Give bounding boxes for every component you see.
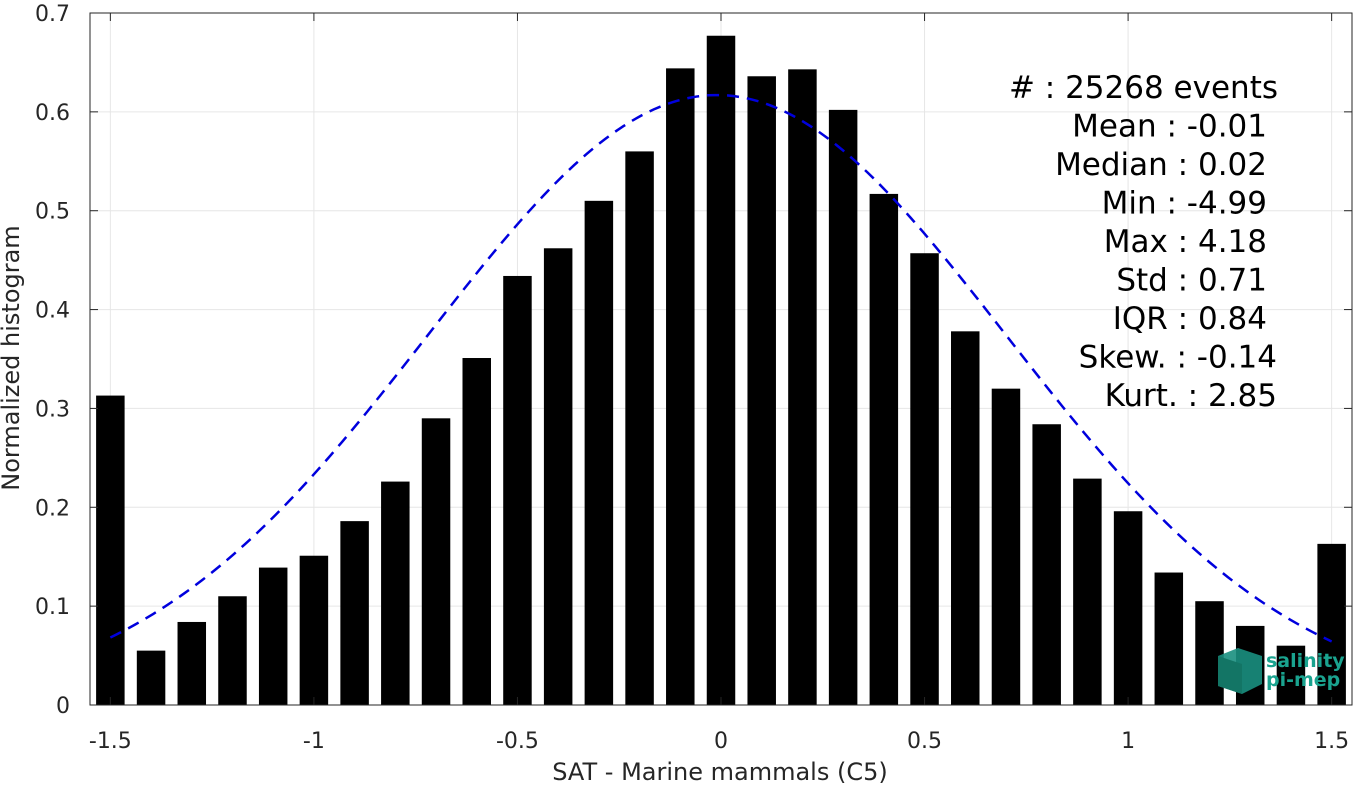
histogram-bar: [1113, 511, 1143, 705]
histogram-bar: [543, 248, 573, 705]
histogram-bar: [1276, 645, 1306, 705]
stat-line: Mean : -0.01: [1072, 109, 1267, 145]
histogram-bar: [96, 395, 125, 705]
y-tick-label: 0.4: [35, 299, 70, 324]
histogram-bar: [381, 481, 410, 705]
histogram-bar: [951, 331, 980, 705]
x-tick-label: -1: [303, 729, 325, 754]
stat-line: Kurt. : 2.85: [1105, 378, 1277, 414]
x-tick-label: -1.5: [89, 729, 132, 754]
histogram-bar: [828, 109, 858, 705]
histogram-bar: [910, 253, 939, 706]
histogram-bar: [136, 650, 166, 705]
x-tick-label: 0.5: [907, 729, 942, 754]
stat-line: Std : 0.71: [1116, 263, 1267, 299]
histogram-bar: [991, 388, 1021, 705]
histogram-bar: [1317, 543, 1346, 705]
x-tick-label: 1.5: [1314, 729, 1349, 754]
y-tick-label: 0.5: [35, 200, 70, 225]
histogram-bar: [869, 193, 899, 705]
histogram-bar: [625, 151, 654, 705]
axis-ticks: [90, 12, 1352, 706]
histogram-bar: [1032, 424, 1061, 705]
y-tick-label: 0.1: [35, 595, 70, 620]
salinity-pi-mep-logo: salinity pi-mep: [1218, 648, 1345, 694]
histogram-bar: [503, 275, 532, 705]
y-tick-labels: 0 0.1 0.2 0.3 0.4 0.5 0.6 0.7: [35, 2, 70, 719]
stat-line: IQR : 0.84: [1113, 301, 1267, 337]
logo-line1: salinity: [1266, 650, 1345, 672]
histogram-bar: [1195, 601, 1224, 705]
histogram-bar: [584, 200, 614, 706]
x-tick-labels: -1.5 -1 -0.5 0 0.5 1 1.5: [89, 729, 1349, 754]
histogram-bar: [462, 358, 491, 705]
x-tick-label: 0: [714, 729, 728, 754]
histogram-bar: [299, 555, 329, 705]
histogram-bar: [666, 68, 695, 706]
y-axis-label: Normalized histogram: [0, 225, 25, 490]
x-tick-label: 1: [1121, 729, 1135, 754]
stat-line: Min : -4.99: [1102, 186, 1267, 222]
histogram-bar: [340, 521, 369, 705]
histogram-bar: [177, 621, 207, 705]
histogram-bar: [258, 567, 288, 705]
logo-line2: pi-mep: [1266, 669, 1340, 691]
histogram-bar: [218, 596, 247, 705]
logo-cube-face-icon: [1218, 656, 1242, 694]
y-tick-label: 0.3: [35, 397, 70, 422]
histogram-bar: [421, 418, 451, 705]
stat-line: Skew. : -0.14: [1079, 340, 1277, 376]
histogram-bar: [788, 69, 817, 705]
y-tick-label: 0.6: [35, 101, 70, 126]
histogram-bar: [1073, 478, 1102, 705]
stat-line: Max : 4.18: [1104, 224, 1267, 260]
normal-fit-curve: [109, 93, 1333, 643]
x-axis-label: SAT - Marine mammals (C5): [552, 758, 887, 785]
histogram-bar: [706, 35, 736, 706]
stat-line: # : 25268 events: [1009, 70, 1278, 106]
x-tick-label: -0.5: [496, 729, 539, 754]
y-tick-label: 0: [56, 694, 70, 719]
bars: [96, 35, 1346, 706]
y-tick-label: 0.2: [35, 496, 70, 521]
histogram-bar: [747, 76, 776, 706]
y-tick-label: 0.7: [35, 2, 70, 27]
histogram-bar: [1154, 572, 1184, 705]
stat-line: Median : 0.02: [1055, 147, 1267, 183]
